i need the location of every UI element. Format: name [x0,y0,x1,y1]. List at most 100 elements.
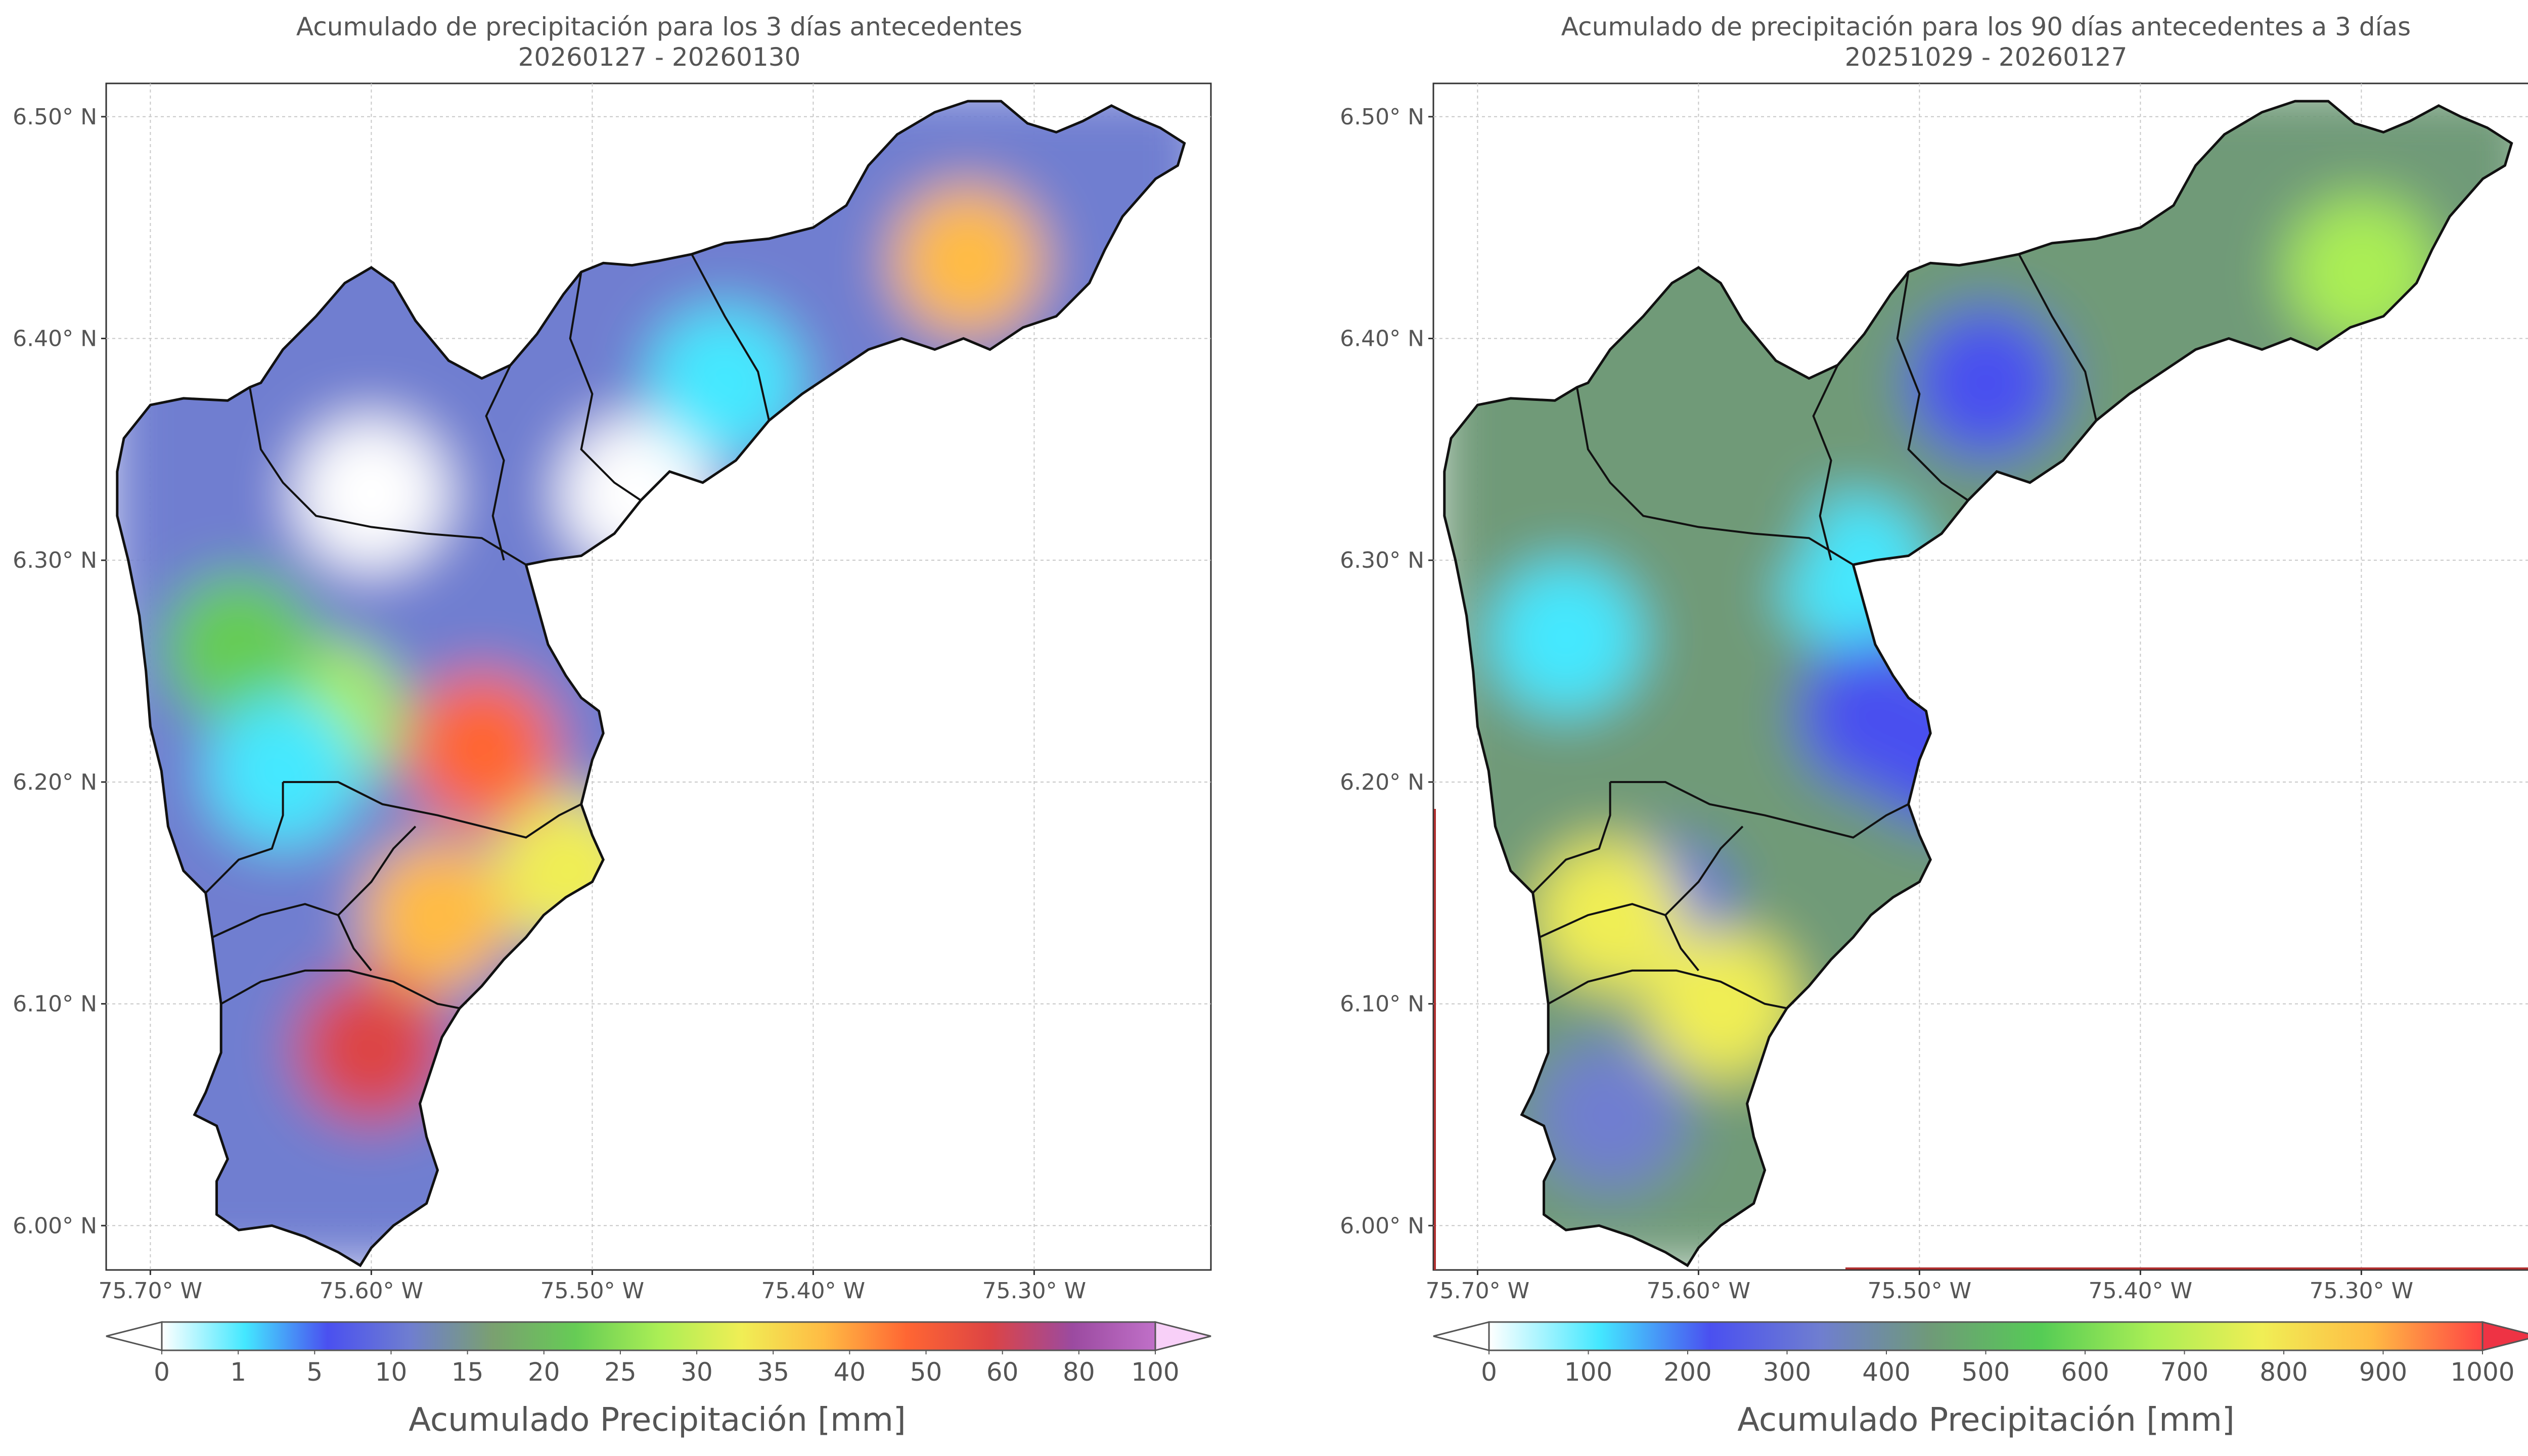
municipal-boundary [1896,271,1969,502]
y-tick-label: 6.20° N [13,769,97,795]
colorbar-tick-label: 60 [986,1357,1019,1387]
colorbar-tick-label: 900 [2359,1357,2407,1387]
right-y-ticks: 6.50° N 6.40° N 6.30° N 6.20° N 6.10° N 6.00°… [1340,104,1433,1239]
municipal-boundary [485,365,512,561]
right-colorbar-label: Acumulado Precipitación [mm] [1737,1401,2235,1439]
y-tick-label: 6.50° N [13,104,97,130]
left-municipal-boundaries [205,253,770,1010]
y-tick-label: 6.50° N [1340,104,1424,130]
left-y-ticks: 6.50° N 6.40° N 6.30° N 6.20° N 6.10° N 6.00°… [13,104,106,1239]
municipal-boundary [691,253,770,421]
left-subtitle: 20260127 - 20260130 [518,42,801,72]
precip-hotspot [1490,562,1642,714]
colorbar-tick-label: 10 [375,1357,408,1387]
x-tick-label: 75.50° W [540,1278,644,1304]
precip-hotspot [1910,307,2062,459]
colorbar-tick-label: 20 [528,1357,560,1387]
left-region-outline [116,100,1186,1267]
right-x-ticks: 75.70° W 75.60° W 75.50° W 75.40° W 75.30° W [1426,1270,2413,1304]
y-tick-label: 6.00° N [1340,1213,1424,1239]
colorbar-tick-label: 300 [1763,1357,1811,1387]
y-tick-label: 6.10° N [1340,991,1424,1017]
y-tick-label: 6.40° N [1340,326,1424,351]
x-tick-label: 75.40° W [2089,1278,2192,1304]
colorbar-tick-label: 35 [757,1357,789,1387]
right-municipal-boundaries [1532,253,2097,1010]
x-tick-label: 75.40° W [761,1278,865,1304]
municipal-boundary [1812,365,1839,561]
x-tick-label: 75.60° W [320,1278,423,1304]
municipal-boundary [569,271,642,502]
colorbar-tick-label: 25 [604,1357,637,1387]
colorbar-tick-label: 800 [2260,1357,2308,1387]
municipal-boundary [205,782,284,894]
left-colorbar: 0 1 5 10 15 20 25 30 35 40 50 60 80 100 [106,1321,1211,1387]
right-subtitle: 20251029 - 20260127 [1845,42,2128,72]
colorbar-tick-label: 80 [1063,1357,1095,1387]
y-tick-label: 6.00° N [13,1213,97,1239]
colorbar-tick-label: 30 [681,1357,713,1387]
x-tick-label: 75.60° W [1647,1278,1750,1304]
right-colorbar: 0 100 200 300 400 500 600 700 800 900 1000 [1433,1321,2528,1387]
precip-hotspot [362,839,514,991]
municipal-boundary [1548,969,1787,1010]
x-tick-label: 75.30° W [2310,1278,2413,1304]
left-title: Acumulado de precipitación para los 3 dí… [296,12,1022,41]
left-colorbar-label: Acumulado Precipitación [mm] [409,1401,906,1439]
colorbar-tick-label: 100 [1564,1357,1612,1387]
left-panel: Acumulado de precipitación para los 3 dí… [13,12,1212,1439]
precip-hotspot [892,185,1044,337]
right-title: Acumulado de precipitación para los 90 d… [1561,12,2411,41]
colorbar-tick-label: 1 [230,1357,246,1387]
colorbar-tick-label: 1000 [2450,1357,2514,1387]
colorbar-tick-label: 0 [1481,1357,1497,1387]
colorbar-tick-label: 400 [1862,1357,1910,1387]
colorbar-tick-label: 50 [910,1357,942,1387]
y-tick-label: 6.10° N [13,991,97,1017]
colorbar-tick-label: 200 [1663,1357,1711,1387]
x-tick-label: 75.50° W [1868,1278,1971,1304]
precip-hotspot [207,695,359,847]
y-tick-label: 6.20° N [1340,769,1424,795]
precip-hotspot [163,573,315,725]
municipal-boundary [220,969,460,1010]
precip-hotspot [649,307,801,459]
colorbar-tick-label: 15 [452,1357,484,1387]
colorbar-gradient [1488,1321,2484,1351]
municipal-boundary [1532,782,1611,894]
colorbar-gradient [161,1321,1156,1351]
x-tick-label: 75.70° W [1426,1278,1529,1304]
colorbar-extend-low [1433,1321,1490,1351]
y-tick-label: 6.30° N [13,548,97,573]
colorbar-extend-low [106,1321,163,1351]
colorbar-extend-high [2481,1321,2528,1351]
colorbar-extend-high [1154,1321,1211,1351]
precip-hotspot [405,673,558,825]
colorbar-tick-label: 0 [154,1357,170,1387]
x-tick-label: 75.30° W [982,1278,1086,1304]
precip-hotspot [1666,440,1819,592]
municipal-boundary [1664,915,1699,972]
colorbar-tick-label: 700 [2160,1357,2208,1387]
colorbar-tick-label: 40 [834,1357,866,1387]
y-tick-label: 6.30° N [1340,548,1424,573]
municipal-boundary [249,387,527,566]
colorbar-tick-label: 5 [306,1357,323,1387]
precip-hotspot [295,972,447,1124]
municipal-boundary [1576,387,1854,566]
x-tick-label: 75.70° W [99,1278,202,1304]
precip-hotspot [1534,839,1686,991]
precip-hotspot [1645,928,1797,1080]
y-tick-label: 6.40° N [13,326,97,351]
municipal-boundary [2018,253,2097,421]
precip-hotspot [1534,1038,1686,1191]
colorbar-tick-label: 100 [1131,1357,1179,1387]
municipal-boundary [1610,781,1909,839]
colorbar-tick-label: 500 [1962,1357,2010,1387]
right-panel: Acumulado de precipitación para los 90 d… [1340,12,2528,1439]
municipal-boundary [283,781,582,839]
municipal-boundary [337,915,372,972]
right-region-outline [1443,100,2513,1267]
left-x-ticks: 75.70° W 75.60° W 75.50° W 75.40° W 75.30° W [99,1270,1086,1304]
